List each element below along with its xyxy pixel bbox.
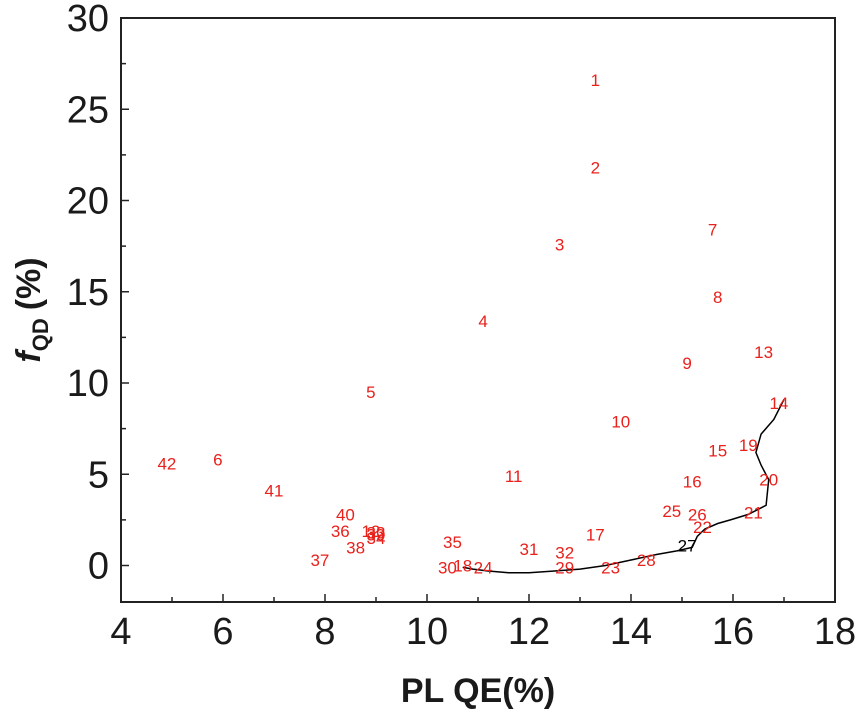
point-label-42: 42 (157, 454, 176, 473)
point-label-1: 1 (591, 71, 600, 90)
x-axis-ticks: 4 6 8 10 12 14 16 18 (110, 594, 856, 653)
point-label-38: 38 (346, 538, 365, 557)
point-label-22: 22 (693, 518, 712, 537)
x-tick-label: 6 (212, 611, 233, 653)
point-label-31: 31 (520, 540, 539, 559)
data-points: 1234567891011121314151617181920212223242… (157, 71, 788, 577)
point-label-21: 21 (744, 504, 763, 523)
x-tick-label: 8 (314, 611, 335, 653)
y-tick-label: 25 (67, 89, 109, 131)
point-label-14: 14 (769, 394, 788, 413)
point-label-17: 17 (586, 525, 605, 544)
point-label-10: 10 (611, 412, 630, 431)
point-label-24: 24 (474, 558, 493, 577)
y-axis-title: fQD (%) (10, 257, 53, 362)
y-tick-label: 5 (88, 454, 109, 496)
point-label-5: 5 (366, 383, 375, 402)
y-axis-ticks: 0 5 10 15 20 25 30 (67, 0, 129, 588)
plot-frame (120, 17, 836, 603)
point-label-23: 23 (601, 558, 620, 577)
x-tick-label: 12 (508, 611, 550, 653)
y-tick-label: 20 (67, 181, 109, 223)
point-label-39: 39 (367, 525, 386, 544)
point-label-8: 8 (713, 288, 722, 307)
point-label-25: 25 (662, 502, 681, 521)
x-tick-label: 10 (406, 611, 448, 653)
x-tick-label: 14 (610, 611, 652, 653)
point-label-18: 18 (453, 557, 472, 576)
point-label-36: 36 (331, 522, 350, 541)
x-tick-label: 4 (110, 611, 131, 653)
x-tick-label: 18 (814, 611, 856, 653)
point-label-19: 19 (739, 436, 758, 455)
point-label-16: 16 (683, 473, 702, 492)
point-label-3: 3 (555, 235, 564, 254)
point-label-35: 35 (443, 533, 462, 552)
x-axis-title: PL QE(%) (401, 672, 555, 710)
point-label-4: 4 (478, 312, 487, 331)
y-axis-title-symbol: f (10, 348, 48, 363)
point-label-30: 30 (438, 558, 457, 577)
point-label-34: 34 (367, 529, 386, 548)
trend-curve (462, 399, 785, 574)
y-tick-label: 10 (67, 363, 109, 405)
point-label-37: 37 (310, 551, 329, 570)
point-label-29: 29 (555, 558, 574, 577)
point-label-7: 7 (708, 221, 717, 240)
point-label-15: 15 (708, 442, 727, 461)
point-label-2: 2 (591, 159, 600, 178)
point-label-26: 26 (688, 505, 707, 524)
x-tick-label: 16 (712, 611, 754, 653)
point-label-27: 27 (678, 536, 697, 555)
point-label-41: 41 (265, 482, 284, 501)
point-label-12: 12 (361, 522, 380, 541)
point-label-33: 33 (367, 524, 386, 543)
point-label-28: 28 (637, 551, 656, 570)
point-label-11: 11 (505, 467, 523, 486)
y-axis-title-unit: (%) (10, 257, 48, 310)
point-label-32: 32 (555, 544, 574, 563)
point-label-20: 20 (759, 471, 778, 490)
y-tick-label: 0 (88, 546, 109, 588)
point-label-13: 13 (754, 343, 773, 362)
point-label-9: 9 (682, 354, 691, 373)
y-tick-label: 15 (67, 272, 109, 314)
y-axis-title-subscript: QD (28, 318, 53, 351)
y-tick-label: 30 (67, 0, 109, 40)
point-label-40: 40 (336, 505, 355, 524)
point-label-6: 6 (213, 451, 222, 470)
